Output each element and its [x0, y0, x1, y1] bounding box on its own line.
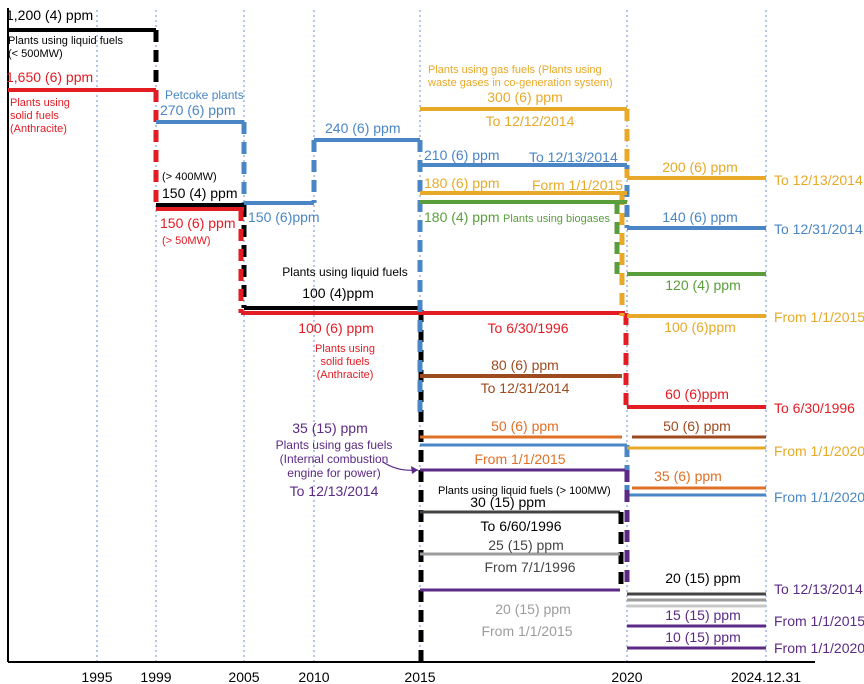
axes — [7, 8, 815, 663]
label-blue-210: 210 (6) ppm — [424, 147, 499, 163]
label-liquid-fuels-mid: Plants using liquid fuels — [282, 265, 407, 279]
tick-1999: 1999 — [140, 669, 171, 684]
label-gas-internal-line-1: Plants using gas fuels — [276, 438, 393, 452]
tick-2015: 2015 — [404, 669, 435, 684]
label-purple-15: 15 (15) ppm — [665, 607, 740, 623]
label-solid-anthracite-left-line-1: Plants using — [10, 97, 70, 109]
label-liquid-500mw-line-1: Plants using liquid fuels — [8, 35, 123, 47]
label-from-1-1-2015-purple: From 1/1/2015 — [774, 613, 864, 629]
label-dgray-30: 30 (15) ppm — [470, 494, 545, 510]
label-blue-140: 140 (6) ppm — [662, 209, 737, 225]
label-gray-25: 25 (15) ppm — [488, 537, 563, 553]
label-from-1-1-2015-gold: From 1/1/2015 — [774, 309, 864, 325]
label-gold-300: 300 (6) ppm — [487, 89, 562, 105]
label-from-7-1-1996: From 7/1/1996 — [484, 559, 575, 575]
label-gold-180: 180 (6) ppm — [424, 175, 499, 191]
label-to-6-30-1996-red: To 6/30/1996 — [774, 400, 855, 416]
label-green-180: 180 (4) ppm — [424, 209, 499, 225]
label-orange-50: 50 (6) ppm — [491, 418, 559, 434]
step-lines — [8, 28, 766, 662]
label-red-150: 150 (6) ppm — [160, 215, 235, 231]
label-form-1-1-2015: Form 1/1/2015 — [532, 177, 623, 193]
tick-2010: 2010 — [298, 669, 329, 684]
label-blue-240: 240 (6) ppm — [325, 120, 400, 136]
label-to-6-30-1996-mid: To 6/30/1996 — [488, 320, 569, 336]
tick-2005: 2005 — [228, 669, 259, 684]
label-solid-anthracite-mid-line-2: solid fuels — [321, 356, 370, 368]
label-black-100: 100 (4)ppm — [302, 285, 374, 301]
label-black-150: 150 (4) ppm — [162, 185, 237, 201]
label-to-12-12-2014: To 12/12/2014 — [486, 113, 575, 129]
label-to-12-31-2014: To 12/31/2014 — [481, 380, 570, 396]
label-red-100: 100 (6) ppm — [298, 320, 373, 336]
label-to-12-31-2014-blue: To 12/31/2014 — [774, 221, 863, 237]
label-purple-10: 10 (15) ppm — [665, 629, 740, 645]
label-red-1650: 1,650 (6) ppm — [6, 69, 93, 85]
label-from-1-1-2020-purple: From 1/1/2020 — [774, 640, 864, 656]
label-solid-anthracite-mid-line-1: Plants using — [315, 343, 375, 355]
label-purple-35: 35 (15) ppm — [292, 420, 367, 436]
label-red-60: 60 (6)ppm — [665, 386, 729, 402]
label-blue-270: 270 (6) ppm — [160, 102, 235, 118]
label-gas-waste-line-1: Plants using gas fuels (Plants using — [428, 64, 602, 76]
label-from-1-1-2015-orange: From 1/1/2015 — [474, 451, 565, 467]
label-from-1-1-2015-lgray: From 1/1/2015 — [481, 623, 572, 639]
tick-2020: 2020 — [611, 669, 642, 684]
label-solid-anthracite-left-line-3: (Anthracite) — [10, 123, 67, 135]
label-gas-internal-line-3: engine for power) — [287, 466, 380, 480]
label-from-1-1-2020-gold: From 1/1/2020 — [774, 443, 864, 459]
label-to-12-13-2014-left: To 12/13/2014 — [290, 483, 379, 499]
label-brown-80: 80 (6) ppm — [491, 357, 559, 373]
x-tick-labels: 1995 1999 2005 2010 2015 2020 2024.12.31 — [81, 669, 801, 684]
label-to-12-13-2014-gold: To 12/13/2014 — [774, 172, 863, 188]
annotation-arrowhead — [411, 466, 418, 474]
label-solid-anthracite-mid-line-3: (Anthracite) — [317, 369, 374, 381]
label-gold-100: 100 (6)ppm — [664, 319, 736, 335]
label-gas-waste-line-2: waste gases in co-generation system) — [427, 77, 613, 89]
tick-2024: 2024.12.31 — [731, 669, 801, 684]
label-liquid-100mw: Plants using liquid fuels (> 100MW) — [438, 485, 611, 497]
label-over-50mw: (> 50MW) — [162, 235, 211, 247]
label-lgray-20: 20 (15) ppm — [495, 601, 570, 617]
label-from-1-1-2020-blue: From 1/1/2020 — [774, 489, 864, 505]
label-gas-internal-line-2: (Internal combustion — [280, 452, 389, 466]
label-liquid-500mw-line-2: (< 500MW) — [8, 48, 63, 60]
label-orange-35: 35 (6) ppm — [654, 468, 722, 484]
label-solid-anthracite-left-line-2: solid fuels — [10, 110, 59, 122]
label-dgray-20: 20 (15) ppm — [665, 570, 740, 586]
label-to-12-13-2014-purple: To 12/13/2014 — [774, 581, 863, 597]
label-green-120: 120 (4) ppm — [665, 277, 740, 293]
label-brown-50: 50 (6) ppm — [663, 418, 731, 434]
label-over-400mw: (> 400MW) — [162, 171, 217, 183]
label-biogases: Plants using biogases — [503, 213, 611, 225]
label-gold-200: 200 (6) ppm — [662, 159, 737, 175]
label-to-6-60-1996: To 6/60/1996 — [481, 518, 562, 534]
label-blue-150: 150 (6)ppm — [248, 209, 320, 225]
label-to-12-13-2014-mid: To 12/13/2014 — [529, 149, 618, 165]
label-petcoke: Petcoke plants — [165, 88, 244, 102]
label-black-1200: 1,200 (4) ppm — [6, 7, 93, 23]
tick-1995: 1995 — [81, 669, 112, 684]
